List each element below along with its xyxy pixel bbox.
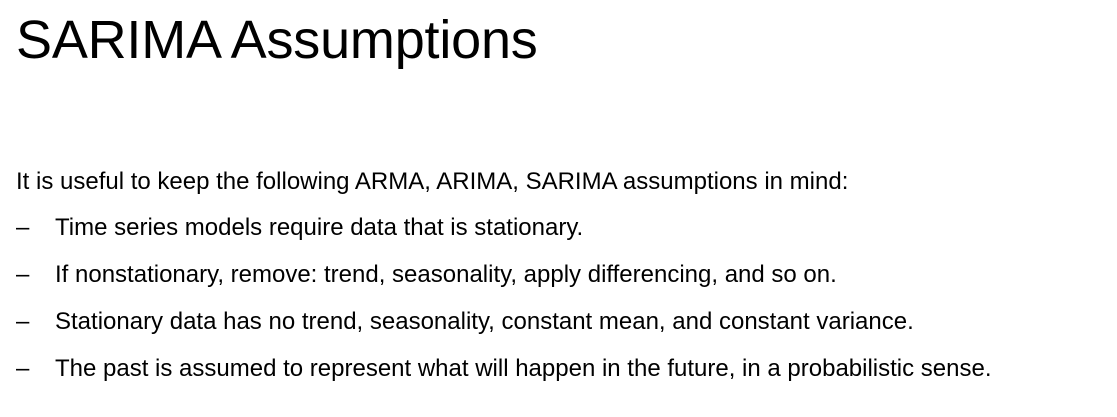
- dash-bullet-icon: –: [16, 214, 30, 241]
- list-item-text: Stationary data has no trend, seasonalit…: [55, 308, 914, 335]
- dash-bullet-icon: –: [16, 261, 30, 288]
- list-item-text: The past is assumed to represent what wi…: [55, 355, 992, 382]
- dash-bullet-icon: –: [16, 355, 30, 382]
- list-item-text: If nonstationary, remove: trend, seasona…: [55, 261, 837, 288]
- slide-title: SARIMA Assumptions: [16, 10, 538, 70]
- list-item-text: Time series models require data that is …: [55, 214, 584, 241]
- intro-text: It is useful to keep the following ARMA,…: [16, 168, 849, 195]
- dash-bullet-icon: –: [16, 308, 30, 335]
